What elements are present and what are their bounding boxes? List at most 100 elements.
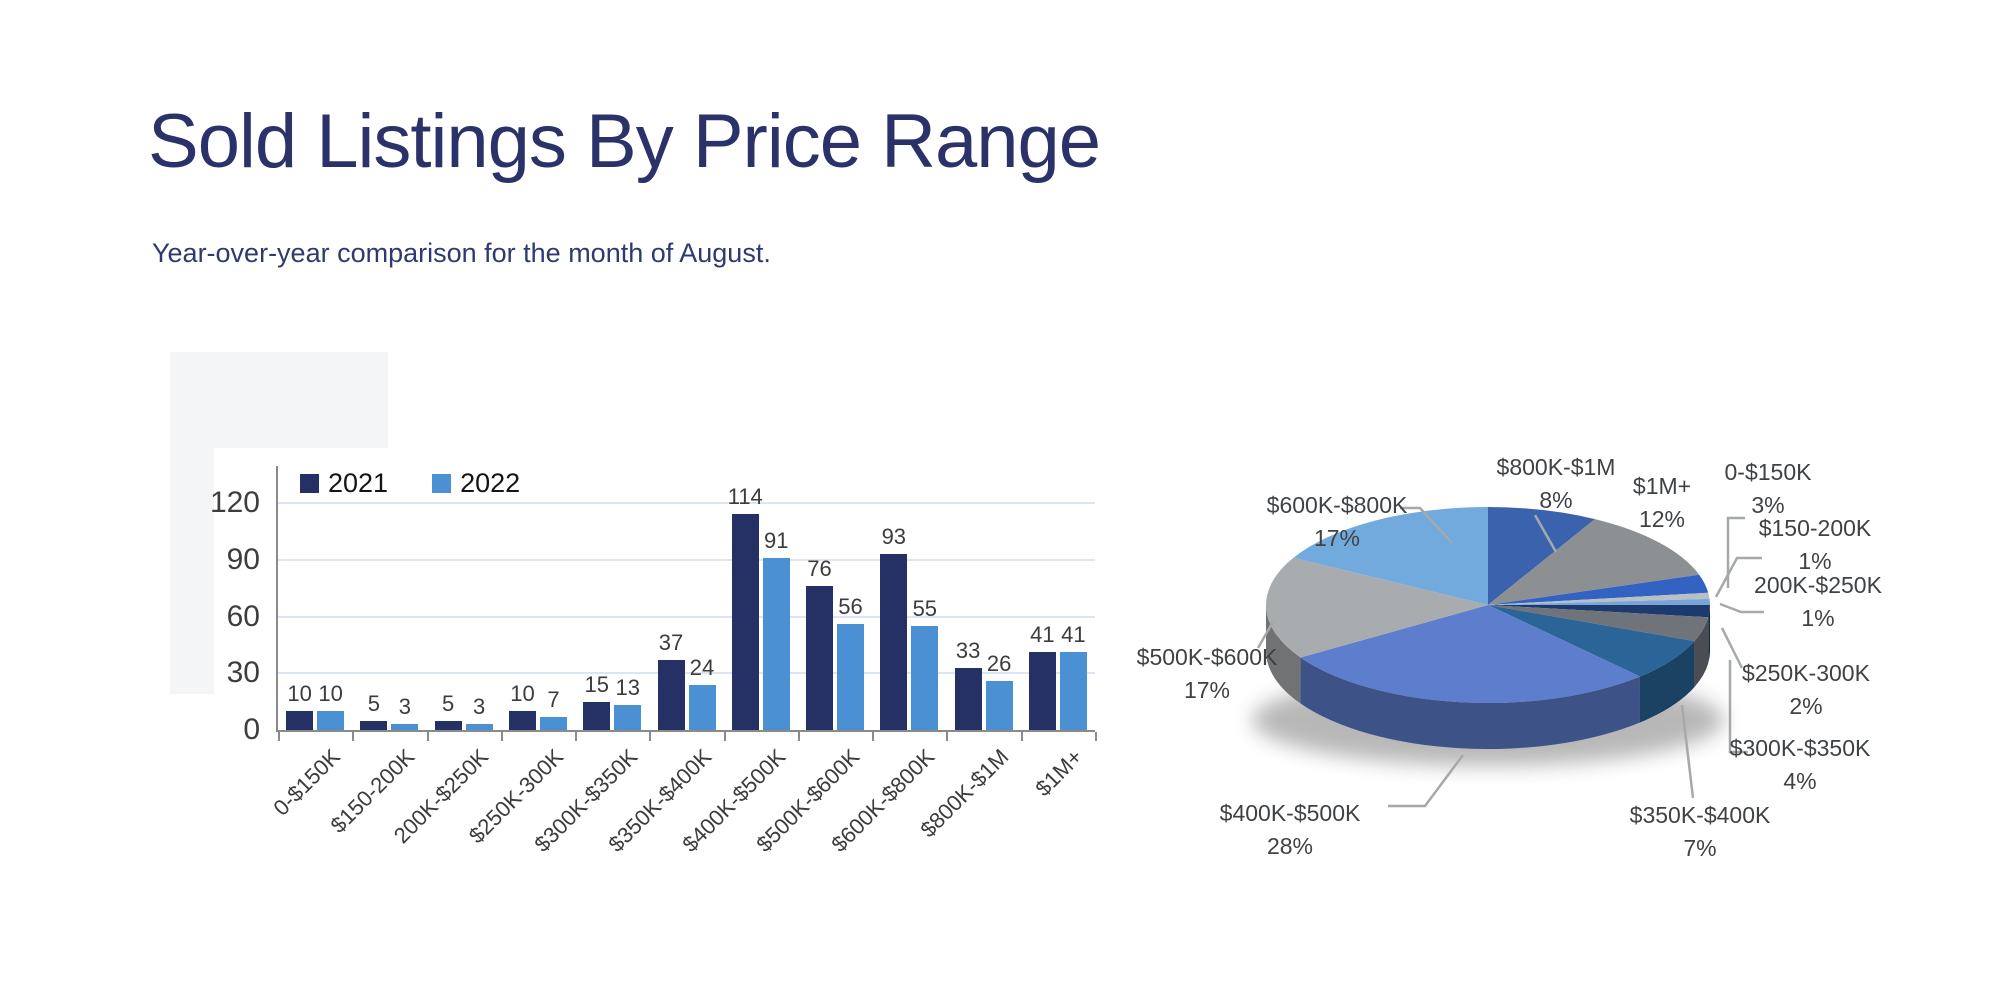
- y-axis-line: [276, 466, 278, 732]
- pie-label-name-10: $600K-$800K: [1267, 492, 1408, 518]
- pie-label-name-1: $1M+: [1633, 473, 1691, 499]
- bar-2021-8: [880, 554, 908, 730]
- pie-leader-line-2: [1726, 516, 1745, 588]
- pie-leader-line-5: [1720, 627, 1744, 669]
- bar-2022-0: [317, 711, 345, 730]
- legend-swatch-2021: [300, 474, 319, 493]
- bar-2021-1: [360, 720, 388, 730]
- pie-label-name-7: $350K-$400K: [1630, 802, 1771, 828]
- pie-slice-side-5: [1708, 605, 1710, 664]
- bar-2021-5: [657, 660, 685, 730]
- pie-label-name-3: $150-200K: [1759, 515, 1872, 541]
- bar-value-2022-4: 13: [615, 675, 640, 701]
- pie-svg: $800K-$1M8%$1M+12%0-$150K3%$150-200K1%20…: [1137, 454, 1883, 861]
- bar-2022-4: [614, 705, 642, 730]
- pie-slice-side-6: [1694, 617, 1709, 688]
- x-axis-label-10: $1M+: [1030, 744, 1088, 802]
- bar-value-2021-10: 41: [1030, 622, 1055, 648]
- page-title: Sold Listings By Price Range: [148, 99, 1101, 184]
- y-axis-tick-label-0: 0: [243, 713, 260, 746]
- x-axis-tick-10: [1020, 732, 1023, 741]
- bar-value-2022-7: 56: [838, 594, 863, 620]
- legend-item-2022: 2022: [432, 468, 520, 499]
- pie-label-pct-10: 17%: [1314, 525, 1360, 551]
- pie-label-pct-2: 3%: [1751, 492, 1784, 518]
- gridline-120: [278, 502, 1095, 504]
- x-axis-tick-7: [797, 732, 800, 741]
- bar-2021-0: [286, 711, 314, 730]
- pie-label-name-4: 200K-$250K: [1754, 572, 1883, 598]
- legend-label-2021: 2021: [328, 468, 389, 498]
- bar-value-2022-2: 3: [473, 694, 486, 720]
- pie-slice--150-200k: [1488, 592, 1710, 605]
- y-axis-tick-label-60: 60: [226, 599, 260, 633]
- x-axis-tick-2: [426, 732, 429, 741]
- pie-slice--800k-1m: [1488, 507, 1595, 605]
- pie-label-name-8: $400K-$500K: [1220, 800, 1361, 826]
- bar-value-2022-8: 55: [912, 595, 938, 621]
- bar-2021-9: [954, 667, 982, 730]
- bar-value-2021-2: 5: [442, 690, 455, 716]
- pie-slice-side-7: [1639, 641, 1695, 723]
- bar-value-2022-10: 41: [1061, 622, 1086, 648]
- pie-slice--300k-350k: [1488, 605, 1709, 642]
- pie-label-name-9: $500K-$600K: [1137, 644, 1278, 670]
- bar-2022-1: [391, 724, 419, 730]
- pie-label-pct-9: 17%: [1184, 677, 1230, 703]
- bar-2021-6: [731, 514, 759, 730]
- pie-label-pct-1: 12%: [1639, 506, 1685, 532]
- bar-2022-8: [911, 625, 939, 730]
- pie-label-name-0: $800K-$1M: [1497, 454, 1616, 480]
- bar-2022-6: [762, 557, 790, 730]
- pie-leader-line-3: [1714, 556, 1762, 598]
- pie-label-pct-4: 1%: [1801, 605, 1834, 631]
- x-axis-tick-end: [1095, 732, 1097, 741]
- pie-leader-line-7: [1680, 704, 1695, 799]
- x-axis-tick-8: [872, 732, 875, 741]
- pie-label-pct-0: 8%: [1539, 487, 1572, 513]
- gridline-60: [278, 615, 1095, 618]
- pie-label-pct-3: 1%: [1798, 548, 1831, 574]
- pie-label-pct-6: 4%: [1783, 768, 1816, 794]
- x-axis-line: [276, 730, 1095, 732]
- x-axis-tick-6: [723, 732, 726, 741]
- bar-value-2022-0: 10: [318, 681, 343, 707]
- pie-slice-side-8: [1300, 657, 1640, 749]
- pie-label-name-2: 0-$150K: [1725, 459, 1813, 485]
- x-axis-tick-9: [946, 732, 949, 741]
- pie-label-pct-5: 2%: [1789, 693, 1822, 719]
- x-axis-label-0: 0-$150K: [268, 744, 345, 821]
- x-axis-tick-3: [500, 732, 503, 741]
- y-axis-tick-label-120: 120: [209, 486, 260, 519]
- x-axis-tick-5: [649, 732, 652, 741]
- pie-slice-0-150k: [1488, 574, 1709, 605]
- card-shadow-left: [170, 352, 214, 694]
- bar-2021-10: [1028, 652, 1056, 730]
- pie-slice--350k-400k: [1488, 605, 1695, 677]
- bar-2021-3: [508, 711, 536, 730]
- pie-label-name-6: $300K-$350K: [1730, 735, 1871, 761]
- pie-label-pct-7: 7%: [1683, 835, 1716, 861]
- bar-value-2022-6: 91: [764, 527, 789, 553]
- bar-2022-5: [688, 684, 716, 730]
- page-subtitle: Year-over-year comparison for the month …: [152, 238, 771, 268]
- bar-value-2021-1: 5: [367, 690, 381, 716]
- bar-2022-10: [1059, 652, 1087, 730]
- bar-value-2022-9: 26: [986, 650, 1012, 676]
- bar-2022-3: [539, 716, 567, 730]
- bar-value-2021-3: 10: [510, 681, 535, 707]
- pie-slice--500k-600k: [1266, 557, 1488, 658]
- y-axis-tick-label-90: 90: [226, 542, 260, 576]
- bar-value-2021-5: 37: [658, 630, 684, 655]
- bar-chart: 2021 2022 0 30 60 90 120 10 10 0-$150K 5 3 $150-200…: [150, 340, 1150, 940]
- bar-value-2021-7: 76: [807, 556, 832, 582]
- y-axis-tick-label-30: 30: [226, 656, 260, 690]
- pie-label-name-5: $250K-300K: [1742, 660, 1871, 686]
- bar-value-2021-0: 10: [287, 681, 312, 707]
- pie-slice--600k-800k: [1293, 507, 1488, 605]
- pie-leader-line-0: [1533, 514, 1558, 553]
- bar-value-2021-4: 15: [584, 671, 609, 697]
- bar-2021-2: [434, 720, 462, 730]
- bar-value-2021-9: 33: [955, 637, 981, 663]
